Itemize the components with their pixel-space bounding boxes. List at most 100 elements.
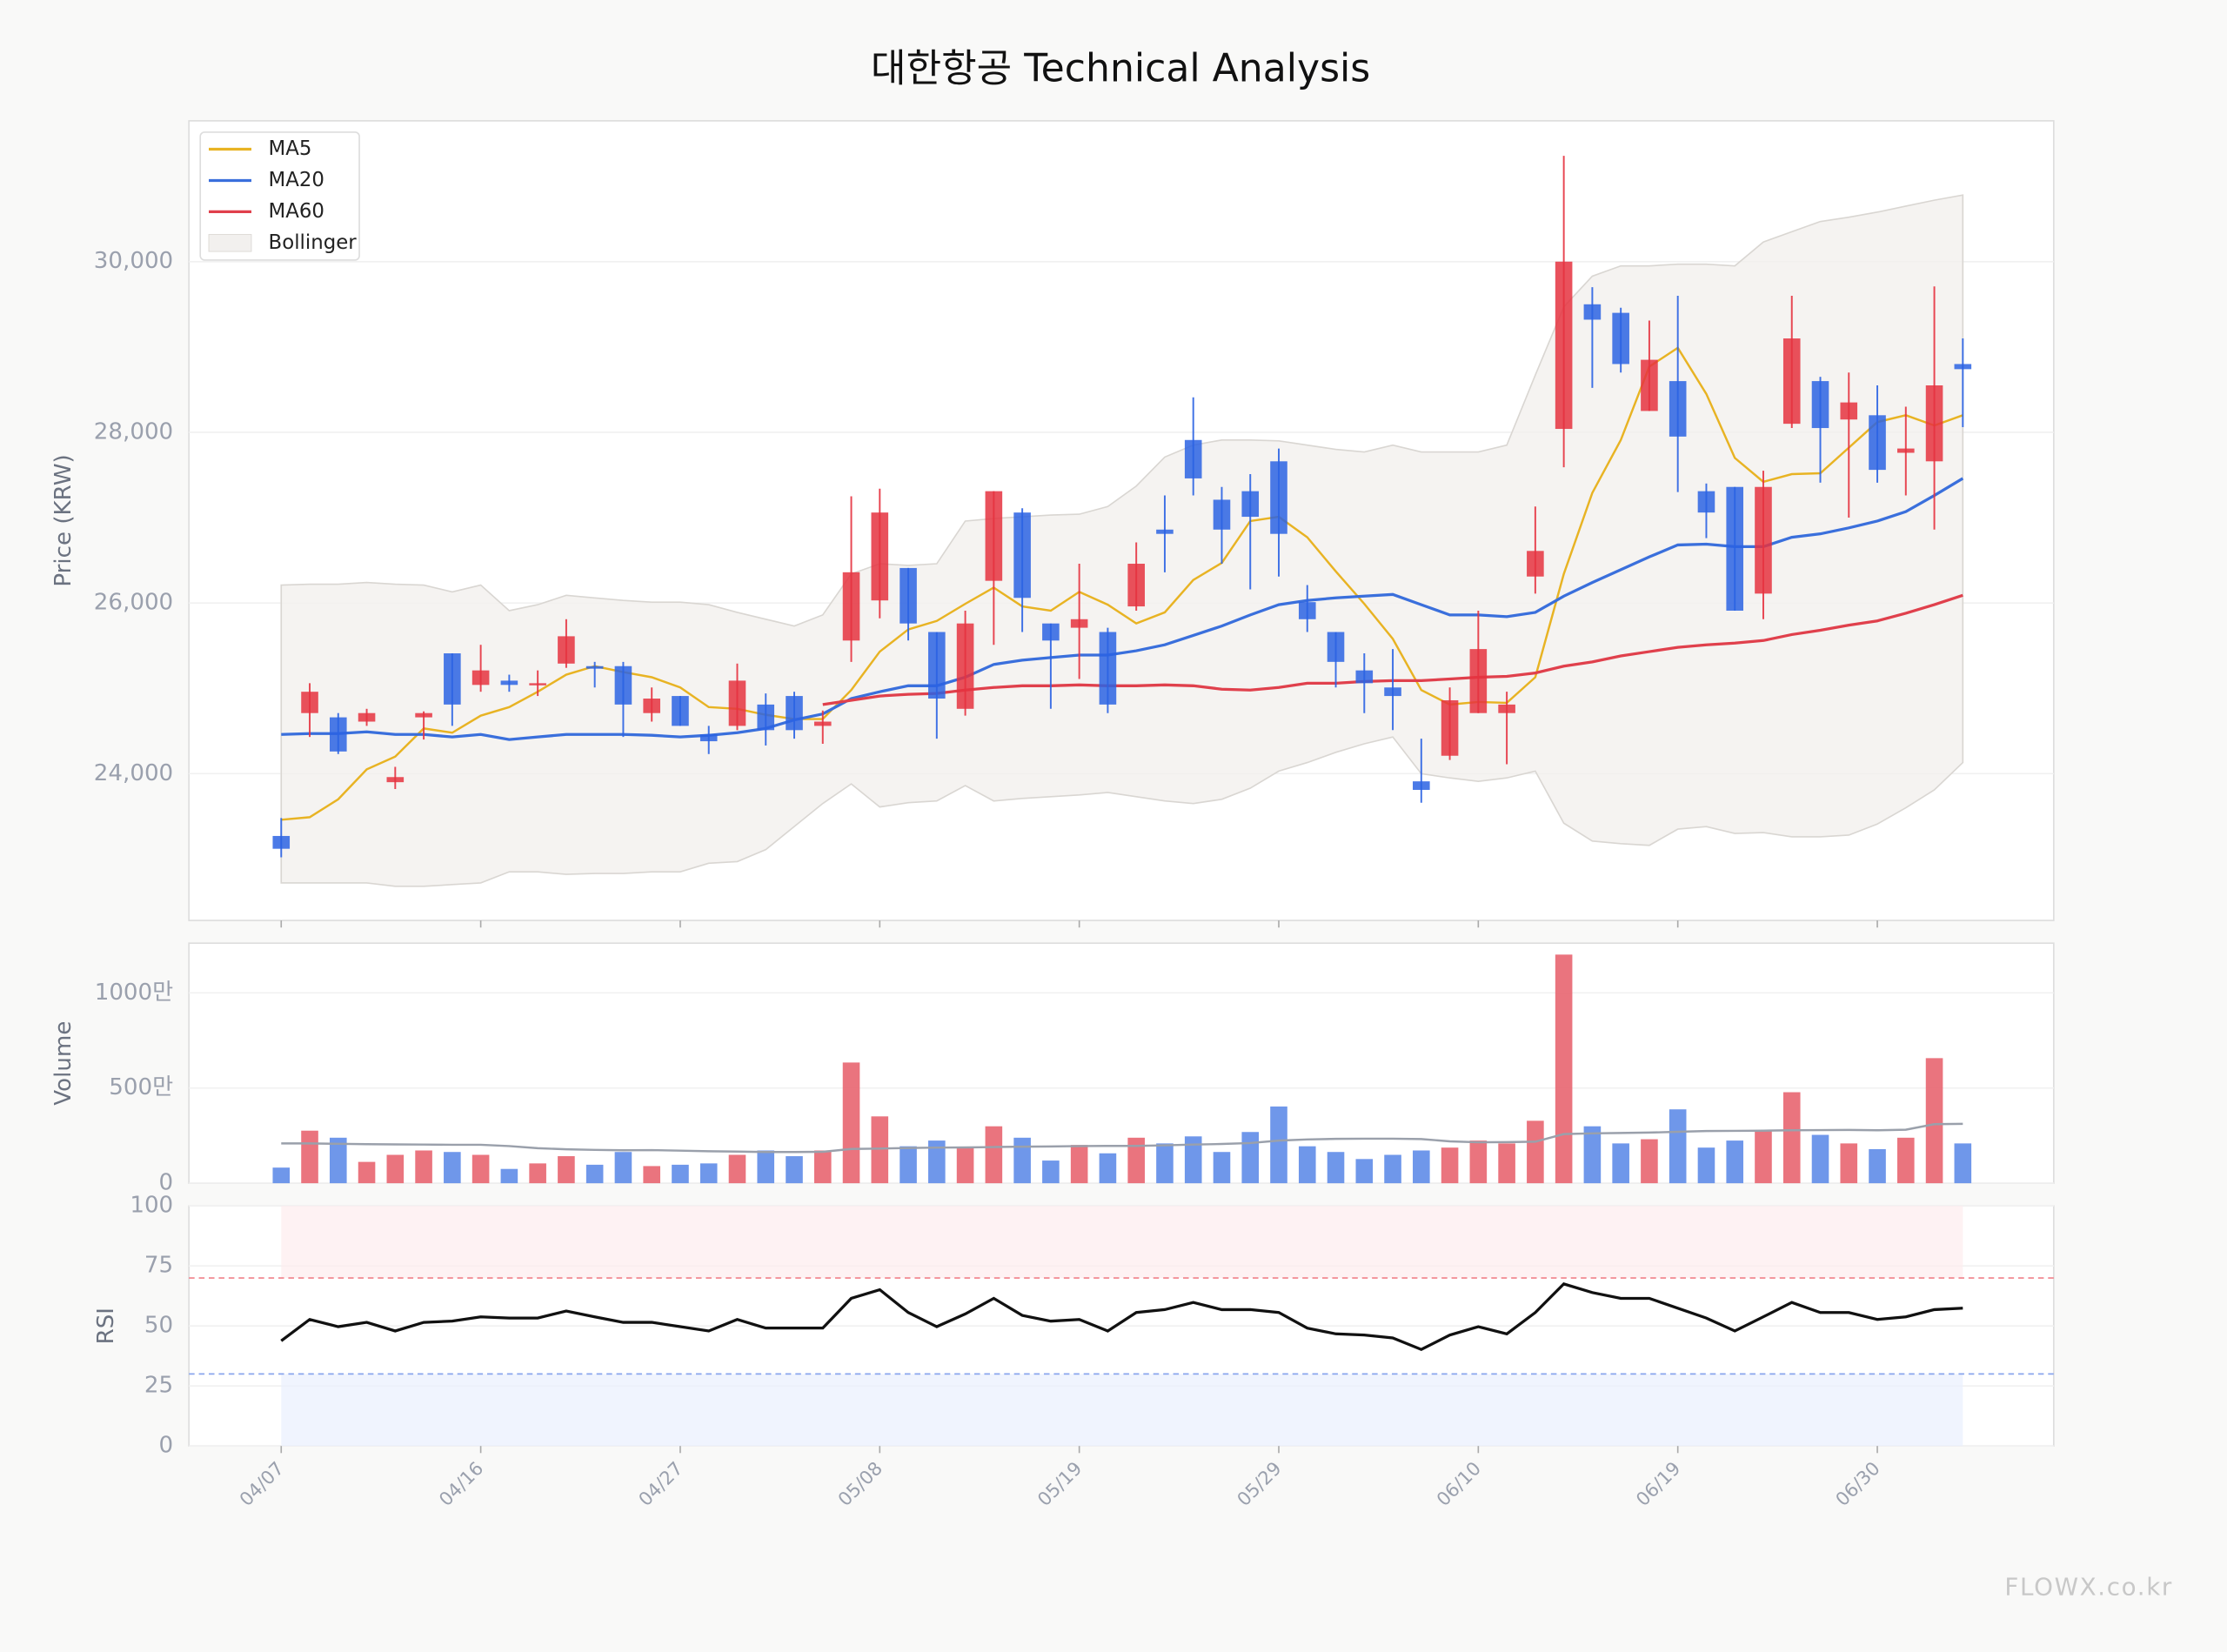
volume-bar xyxy=(1156,1143,1174,1184)
volume-bar xyxy=(415,1150,432,1184)
rsi-line xyxy=(280,1282,1963,1352)
candle-body xyxy=(813,721,832,726)
volume-bar xyxy=(1726,1140,1744,1184)
candle-body xyxy=(614,665,632,705)
y-tick-label: 26,000 xyxy=(94,590,173,616)
candle-body xyxy=(1241,491,1260,518)
candle-body xyxy=(1612,312,1629,365)
candle-body xyxy=(1669,381,1687,437)
legend-box xyxy=(199,131,360,261)
candle-body xyxy=(1527,551,1544,577)
volume-bar xyxy=(1070,1145,1088,1184)
volume-bar xyxy=(1327,1152,1345,1184)
candle-body xyxy=(444,653,461,705)
volume-bar xyxy=(1755,1130,1772,1184)
y-axis-label: Price (KRW) xyxy=(50,454,77,586)
volume-bar xyxy=(928,1140,946,1184)
candle-body xyxy=(1469,649,1488,713)
candle-body xyxy=(1270,461,1287,534)
candle-body xyxy=(1327,632,1345,662)
candle-body xyxy=(1840,402,1858,420)
candle-body xyxy=(1641,359,1658,411)
candle-body xyxy=(1897,448,1915,453)
volume-bar xyxy=(500,1168,518,1184)
candle-body xyxy=(899,567,917,624)
y-tick-label: 0 xyxy=(159,1433,174,1459)
candle-body xyxy=(1869,415,1886,471)
y-tick-label: 24,000 xyxy=(94,760,173,786)
volume-bar xyxy=(1441,1147,1459,1184)
candle-body xyxy=(928,632,946,699)
volume-bar xyxy=(1641,1139,1658,1184)
y-tick-label: 100 xyxy=(130,1193,173,1219)
volume-bar xyxy=(842,1062,860,1184)
volume-bar xyxy=(1384,1154,1401,1184)
candle-body xyxy=(1355,670,1374,684)
legend-label: Bollinger xyxy=(269,231,358,254)
y-tick-label: 50 xyxy=(144,1313,173,1339)
candle-body xyxy=(1498,704,1515,713)
volume-bar xyxy=(1184,1136,1202,1184)
volume-bar xyxy=(471,1154,490,1184)
legend-swatch xyxy=(208,234,252,252)
plot-area xyxy=(188,942,2055,1184)
volume-bar xyxy=(757,1150,775,1184)
y-tick-label: 75 xyxy=(144,1253,173,1279)
candle-body xyxy=(842,572,860,641)
candle-body xyxy=(699,734,718,742)
volume-bar xyxy=(529,1163,546,1184)
candle-body xyxy=(1441,699,1459,756)
candle-body xyxy=(1127,564,1145,607)
legend-label: MA60 xyxy=(269,200,324,223)
volume-bar xyxy=(1270,1106,1287,1184)
volume-bar xyxy=(956,1147,974,1184)
candle-body xyxy=(1156,529,1174,534)
candle-body xyxy=(1384,687,1401,697)
candle-body xyxy=(1755,486,1772,594)
candle-body xyxy=(1782,338,1801,425)
volume-bar xyxy=(1925,1058,1943,1184)
candle-body xyxy=(728,680,746,726)
volume-bar xyxy=(1241,1132,1260,1184)
candle-body xyxy=(1925,385,1943,462)
y-axis-label: RSI xyxy=(93,1308,119,1344)
volume-bar xyxy=(1583,1126,1602,1184)
volume-bar xyxy=(1897,1137,1915,1184)
volume-bar xyxy=(1697,1147,1715,1184)
candle-body xyxy=(1213,499,1231,530)
volume-bar xyxy=(728,1154,746,1184)
volume-bar xyxy=(1811,1134,1829,1184)
y-axis-label: Volume xyxy=(50,1021,77,1106)
volume-bar xyxy=(1954,1143,1972,1184)
watermark: FLOWX.co.kr xyxy=(2004,1572,2173,1601)
volume-bar xyxy=(358,1161,376,1184)
candle-body xyxy=(757,704,775,731)
ma-line xyxy=(281,346,1963,821)
volume-bar xyxy=(1782,1092,1801,1184)
volume-bar xyxy=(813,1150,832,1184)
candle-body xyxy=(1697,491,1715,513)
candle-body xyxy=(643,699,660,713)
y-tick-label: 30,000 xyxy=(94,248,173,274)
candle-body xyxy=(386,777,405,783)
volume-bar xyxy=(558,1156,575,1184)
candle-body xyxy=(1099,632,1117,705)
volume-bar xyxy=(1127,1137,1145,1184)
candle-body xyxy=(1555,261,1573,430)
volume-ma-line xyxy=(281,1122,1963,1154)
oversold-zone xyxy=(281,1374,1963,1447)
volume-bar xyxy=(672,1164,689,1184)
candle-body xyxy=(500,680,518,686)
volume-bar xyxy=(1099,1153,1117,1184)
volume-bar xyxy=(1042,1160,1060,1184)
volume-bar xyxy=(1298,1146,1316,1184)
candle-body xyxy=(672,696,689,726)
volume-bar xyxy=(985,1126,1003,1184)
y-tick-label: 1000만 xyxy=(95,980,173,1006)
volume-bar xyxy=(699,1163,718,1184)
candle-body xyxy=(1298,602,1316,619)
volume-bar xyxy=(585,1164,604,1184)
candle-body xyxy=(1954,364,1972,370)
candle-body xyxy=(529,683,546,686)
candle-body xyxy=(358,712,376,722)
